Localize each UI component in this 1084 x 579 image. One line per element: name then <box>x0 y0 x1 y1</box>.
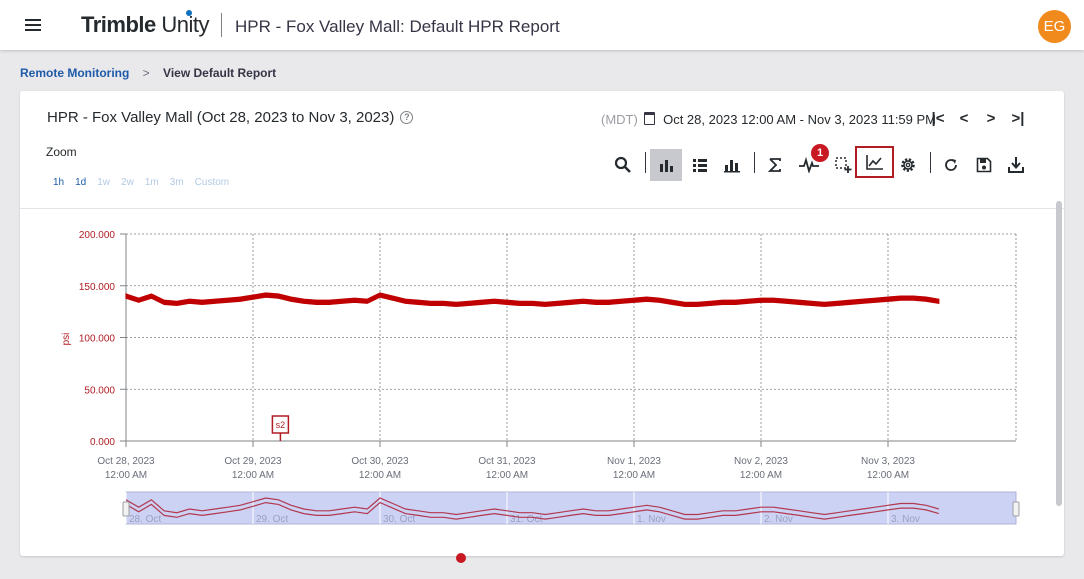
x-tick-label: Oct 31, 2023 <box>478 456 536 467</box>
brand-logo: Trimble Unity <box>81 12 210 37</box>
navigator-label: 30. Oct <box>383 514 415 525</box>
date-range[interactable]: (MDT) Oct 28, 2023 12:00 AM - Nov 3, 202… <box>601 112 936 127</box>
y-tick-label: 0.000 <box>90 437 115 448</box>
x-tick-label: Oct 28, 2023 <box>97 456 155 467</box>
toolbar-divider <box>645 152 646 173</box>
timezone-label: (MDT) <box>601 112 638 127</box>
last-page-button[interactable]: >| <box>1011 110 1025 127</box>
line-chart-icon[interactable] <box>855 146 894 178</box>
navigator-series-lower <box>125 501 939 520</box>
navigator-series-upper <box>125 497 939 516</box>
save-icon[interactable] <box>968 149 1000 181</box>
next-button[interactable]: > <box>986 110 996 127</box>
x-tick-label: 12:00 AM <box>740 470 782 481</box>
help-icon[interactable]: ? <box>400 111 414 124</box>
report-card: HPR - Fox Valley Mall (Oct 28, 2023 to N… <box>20 91 1064 556</box>
zoom-label: Zoom <box>46 145 77 159</box>
y-axis: 0.000 50.000 100.000 150.000 200.000 <box>79 230 127 448</box>
stacked-bar-icon[interactable] <box>716 149 748 181</box>
y-tick-label: 200.000 <box>79 230 116 241</box>
toolbar-divider <box>930 152 931 173</box>
top-bar: Trimble Unity HPR - Fox Valley Mall: Def… <box>0 0 1084 50</box>
header-divider <box>221 13 222 37</box>
navigator-label: 29. Oct <box>256 514 288 525</box>
gear-icon[interactable] <box>892 149 924 181</box>
zoom-custom[interactable]: Custom <box>194 177 230 188</box>
breadcrumb: Remote Monitoring > View Default Report <box>20 66 276 80</box>
zoom-options: 1h 1d 1w 2w 1m 3m Custom <box>53 177 240 188</box>
zoom-1w[interactable]: 1w <box>97 177 111 188</box>
zoom-1h[interactable]: 1h <box>53 177 65 188</box>
brand-logo-dot <box>186 10 192 16</box>
navigator-label: 1. Nov <box>637 514 666 525</box>
x-tick-label: Nov 1, 2023 <box>607 456 661 467</box>
zoom-1d[interactable]: 1d <box>75 177 87 188</box>
chevron-right-icon: > <box>142 66 150 80</box>
page-title: HPR - Fox Valley Mall: Default HPR Repor… <box>235 17 560 36</box>
refresh-icon[interactable] <box>935 149 967 181</box>
sigma-icon[interactable] <box>759 149 791 181</box>
search-icon[interactable] <box>607 149 639 181</box>
x-tick-label: 12:00 AM <box>232 470 274 481</box>
status-dot <box>456 553 466 563</box>
chart-annotations: s2 <box>271 415 290 441</box>
first-page-button[interactable]: |< <box>931 110 945 127</box>
chart-grid <box>126 233 1017 441</box>
x-axis: Oct 28, 2023 12:00 AM Oct 29, 2023 12:00 AM… <box>97 440 1016 481</box>
y-tick-label: 150.000 <box>79 282 116 293</box>
series-center-line <box>125 294 939 306</box>
toolbar-divider <box>754 152 755 173</box>
x-tick-label: 12:00 AM <box>359 470 401 481</box>
y-tick-label: 50.000 <box>84 385 115 396</box>
navigator-handle[interactable] <box>1012 501 1020 517</box>
list-icon[interactable] <box>684 149 716 181</box>
x-tick-label: Nov 3, 2023 <box>861 456 915 467</box>
vertical-scrollbar[interactable] <box>1056 201 1062 506</box>
x-tick-label: 12:00 AM <box>105 470 147 481</box>
x-tick-label: 12:00 AM <box>613 470 655 481</box>
menu-icon[interactable] <box>25 19 41 31</box>
report-title: HPR - Fox Valley Mall (Oct 28, 2023 to N… <box>47 109 414 126</box>
y-tick-label: 100.000 <box>79 334 116 345</box>
navigator-label: 3. Nov <box>891 514 920 525</box>
x-tick-label: Oct 30, 2023 <box>351 456 409 467</box>
zoom-3m[interactable]: 3m <box>169 177 184 188</box>
zoom-1m[interactable]: 1m <box>144 177 159 188</box>
pulse-icon[interactable] <box>793 149 825 181</box>
annotation-label: s2 <box>276 420 286 430</box>
series-lines <box>125 292 940 308</box>
navigator-label: 2. Nov <box>764 514 793 525</box>
calendar-icon <box>644 112 656 125</box>
breadcrumb-current: View Default Report <box>163 66 277 80</box>
navigator-handle[interactable] <box>122 501 130 517</box>
date-range-text: Oct 28, 2023 12:00 AM - Nov 3, 2023 11:5… <box>663 112 937 127</box>
x-tick-label: Oct 29, 2023 <box>224 456 282 467</box>
x-tick-label: 12:00 AM <box>867 470 909 481</box>
navigator-label: 31. Oct <box>510 514 542 525</box>
x-tick-label: Nov 2, 2023 <box>734 456 788 467</box>
alarm-count-badge: 1 <box>811 144 829 162</box>
download-icon[interactable] <box>1000 149 1032 181</box>
toolbar-separator <box>20 208 1064 209</box>
zoom-2w[interactable]: 2w <box>121 177 134 188</box>
range-navigator: 28. Oct 29. Oct 30. Oct 31. Oct 1. Nov 2. Nov… <box>122 491 1020 525</box>
box-select-icon[interactable] <box>827 149 859 181</box>
breadcrumb-remote-monitoring[interactable]: Remote Monitoring <box>20 66 130 80</box>
x-tick-label: 12:00 AM <box>486 470 528 481</box>
bar-chart-icon[interactable] <box>650 149 682 181</box>
previous-button[interactable]: < <box>959 110 969 127</box>
y-axis-label: psi <box>61 333 72 346</box>
navigator-label: 28. Oct <box>129 514 161 525</box>
avatar[interactable]: EG <box>1038 10 1071 43</box>
